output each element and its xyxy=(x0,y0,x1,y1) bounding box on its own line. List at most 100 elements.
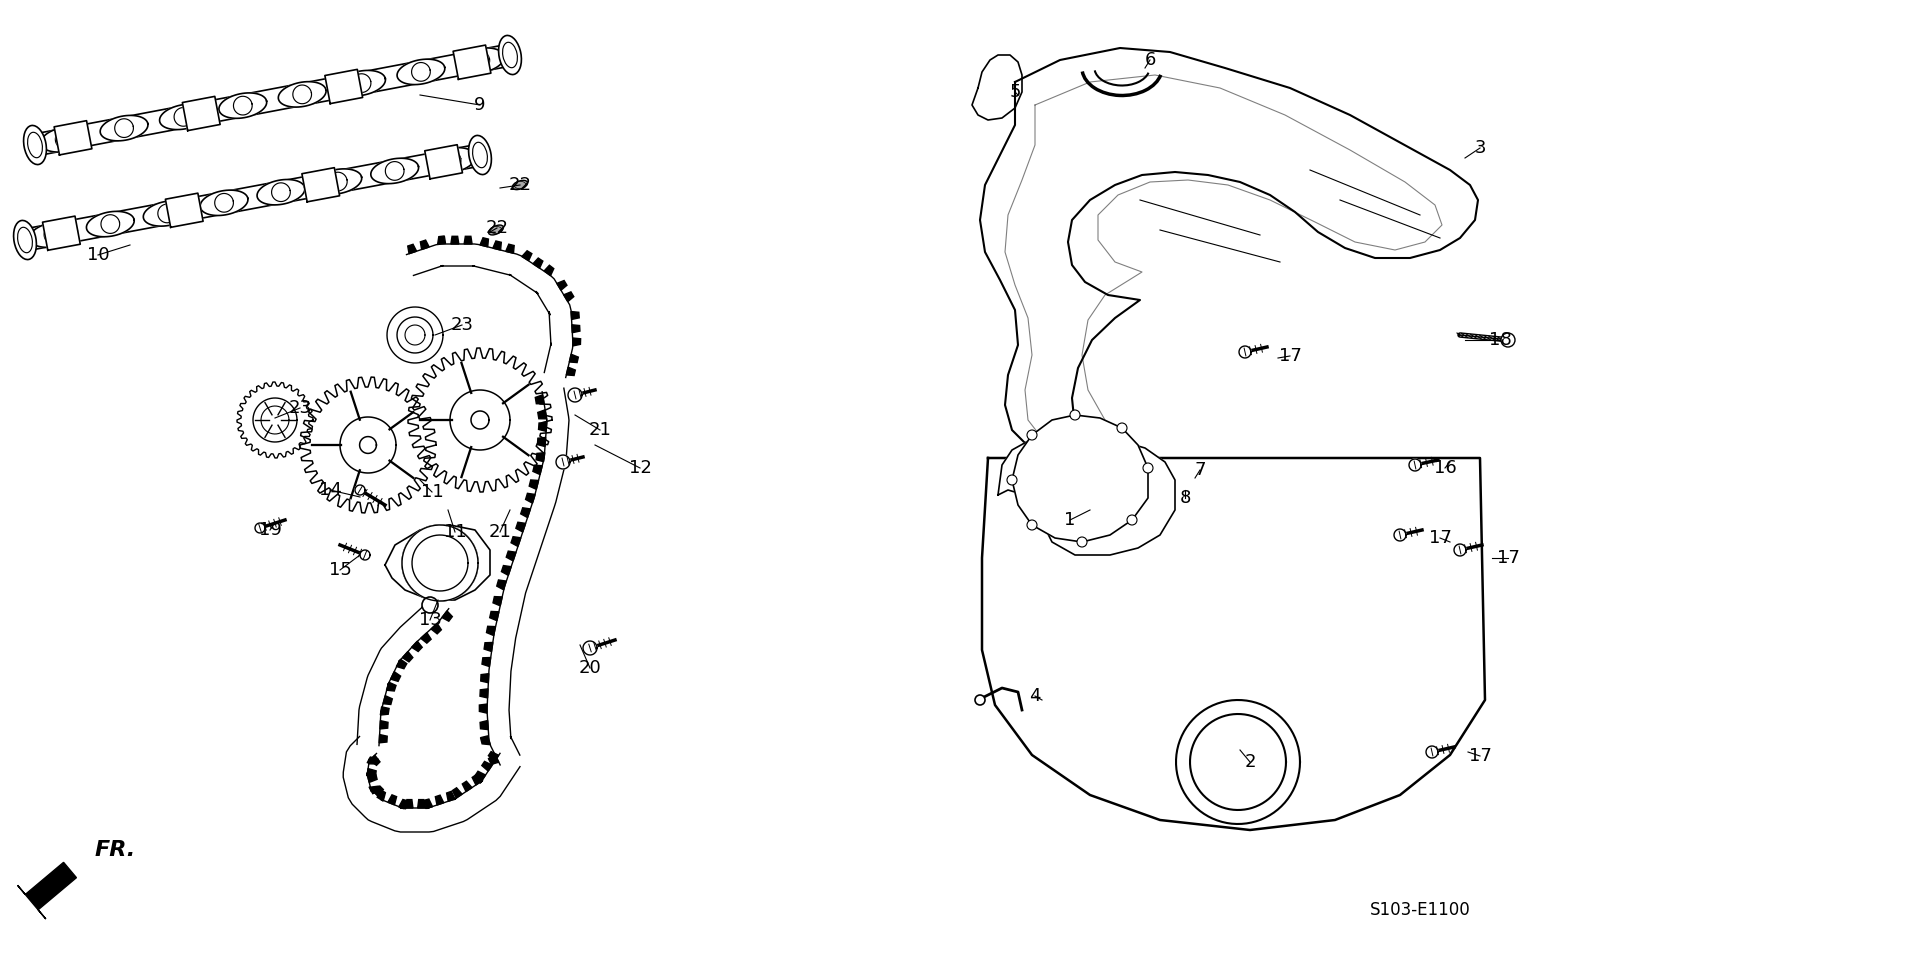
Polygon shape xyxy=(1190,714,1286,810)
Polygon shape xyxy=(557,455,570,469)
Polygon shape xyxy=(476,771,486,781)
Text: 17: 17 xyxy=(1469,747,1492,765)
Polygon shape xyxy=(1409,459,1421,471)
Polygon shape xyxy=(432,623,442,634)
Text: 11: 11 xyxy=(420,483,444,501)
Polygon shape xyxy=(1453,544,1467,556)
Ellipse shape xyxy=(472,142,488,168)
Text: 17: 17 xyxy=(1428,529,1452,547)
Polygon shape xyxy=(386,525,490,600)
Ellipse shape xyxy=(513,180,528,190)
Polygon shape xyxy=(390,671,401,681)
Polygon shape xyxy=(536,453,545,461)
Polygon shape xyxy=(457,48,505,73)
Polygon shape xyxy=(442,611,453,621)
Polygon shape xyxy=(255,523,265,533)
Polygon shape xyxy=(388,307,444,363)
Polygon shape xyxy=(566,367,576,376)
Polygon shape xyxy=(465,236,472,244)
Circle shape xyxy=(1069,410,1079,420)
Circle shape xyxy=(1501,333,1515,347)
Polygon shape xyxy=(380,707,390,715)
Text: 21: 21 xyxy=(488,523,511,541)
Polygon shape xyxy=(397,59,445,84)
Polygon shape xyxy=(257,179,305,205)
Text: 5: 5 xyxy=(1010,83,1021,101)
Polygon shape xyxy=(516,523,526,532)
Polygon shape xyxy=(40,127,88,152)
Polygon shape xyxy=(386,682,396,691)
Text: 12: 12 xyxy=(628,459,651,477)
Polygon shape xyxy=(570,312,580,319)
Text: 17: 17 xyxy=(1496,549,1519,567)
Text: 13: 13 xyxy=(419,611,442,629)
Polygon shape xyxy=(534,465,541,475)
Polygon shape xyxy=(413,535,468,591)
Circle shape xyxy=(1117,423,1127,433)
Polygon shape xyxy=(159,105,207,129)
Polygon shape xyxy=(165,193,204,227)
Ellipse shape xyxy=(503,42,516,68)
Polygon shape xyxy=(505,245,515,253)
Polygon shape xyxy=(1238,346,1252,358)
Ellipse shape xyxy=(499,35,522,75)
Polygon shape xyxy=(367,775,376,783)
Polygon shape xyxy=(480,720,488,730)
Polygon shape xyxy=(428,148,476,173)
Polygon shape xyxy=(482,658,492,667)
Polygon shape xyxy=(253,398,298,442)
Polygon shape xyxy=(484,643,493,651)
Polygon shape xyxy=(979,48,1478,455)
Polygon shape xyxy=(472,775,482,785)
Polygon shape xyxy=(480,689,488,698)
Text: 1: 1 xyxy=(1064,511,1075,529)
Polygon shape xyxy=(100,115,148,141)
Polygon shape xyxy=(301,168,340,201)
Text: 22: 22 xyxy=(486,219,509,237)
Polygon shape xyxy=(371,786,380,794)
Polygon shape xyxy=(522,250,532,261)
Text: 3: 3 xyxy=(1475,139,1486,157)
Polygon shape xyxy=(447,791,455,802)
Text: 15: 15 xyxy=(328,561,351,579)
Polygon shape xyxy=(453,45,492,80)
Text: 19: 19 xyxy=(259,521,282,539)
Ellipse shape xyxy=(13,221,36,260)
Polygon shape xyxy=(388,795,397,805)
Text: 17: 17 xyxy=(1279,347,1302,365)
Polygon shape xyxy=(536,395,543,404)
Text: 20: 20 xyxy=(578,659,601,677)
Polygon shape xyxy=(453,787,463,798)
Polygon shape xyxy=(480,673,490,683)
Polygon shape xyxy=(54,121,92,155)
Polygon shape xyxy=(486,626,495,636)
Polygon shape xyxy=(480,736,490,745)
Polygon shape xyxy=(436,795,444,805)
Polygon shape xyxy=(371,158,419,183)
Circle shape xyxy=(1027,520,1037,530)
Polygon shape xyxy=(403,651,413,662)
Polygon shape xyxy=(424,799,432,808)
Text: 7: 7 xyxy=(1194,461,1206,479)
Polygon shape xyxy=(526,493,536,503)
Polygon shape xyxy=(428,551,451,575)
Text: 23: 23 xyxy=(451,316,474,334)
Ellipse shape xyxy=(23,126,46,165)
Text: 2: 2 xyxy=(1244,753,1256,771)
Polygon shape xyxy=(511,537,520,547)
Polygon shape xyxy=(397,317,434,353)
Polygon shape xyxy=(451,236,459,244)
Polygon shape xyxy=(534,258,543,269)
Polygon shape xyxy=(438,236,445,245)
Circle shape xyxy=(1027,430,1037,440)
Ellipse shape xyxy=(27,132,42,157)
Polygon shape xyxy=(538,409,547,419)
Circle shape xyxy=(1006,475,1018,485)
Polygon shape xyxy=(1210,734,1265,790)
Polygon shape xyxy=(1012,415,1148,542)
Polygon shape xyxy=(361,550,371,560)
Polygon shape xyxy=(1394,529,1405,541)
Polygon shape xyxy=(420,240,430,249)
Text: 16: 16 xyxy=(1434,459,1457,477)
Polygon shape xyxy=(572,325,580,333)
